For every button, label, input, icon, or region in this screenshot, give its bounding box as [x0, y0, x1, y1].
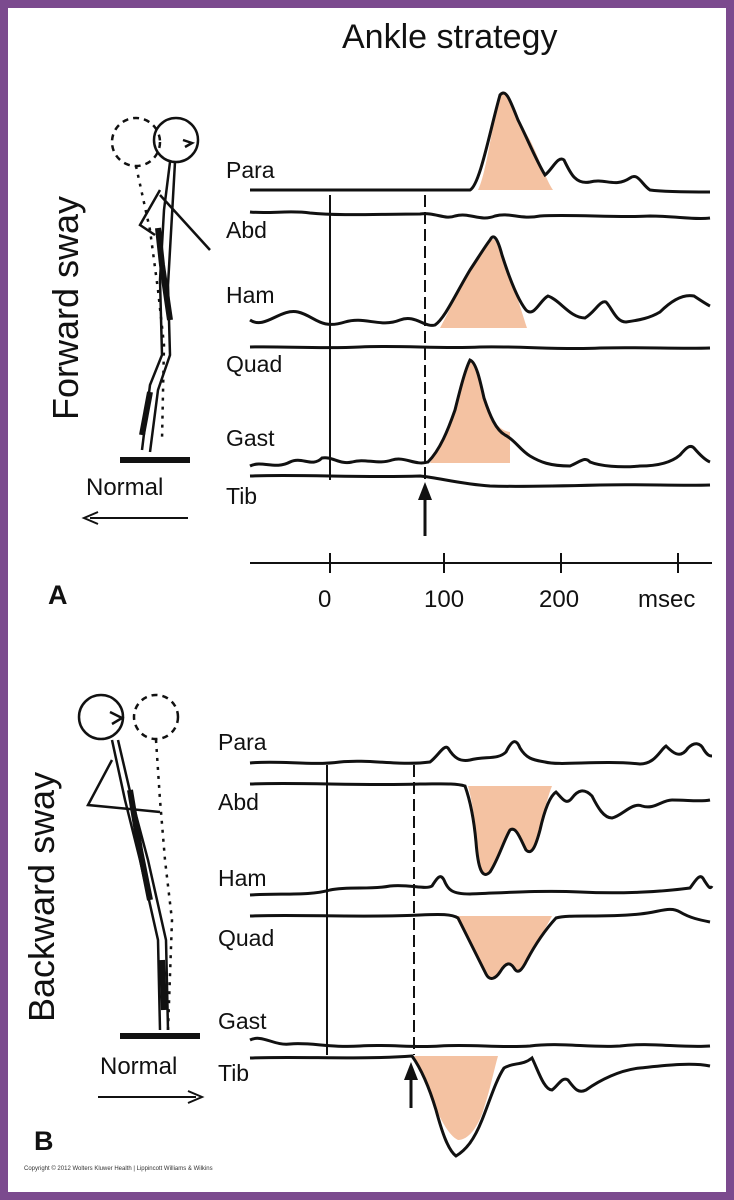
- time-tick-label-200: 200: [539, 586, 580, 613]
- quad-trace-a: [249, 344, 711, 351]
- muscle-label-tib-a: Tib: [226, 483, 258, 509]
- ham-fill-a: [440, 239, 527, 328]
- muscle-label-para-b: Para: [218, 729, 267, 755]
- muscle-label-abd-b: Abd: [218, 789, 259, 815]
- side-label-backward: Backward sway: [21, 771, 62, 1022]
- para-trace-a: [250, 91, 711, 194]
- normal-label-b: Normal: [100, 1053, 178, 1080]
- muscle-label-para-a: Para: [226, 157, 275, 183]
- panel-letter-b: B: [34, 1126, 54, 1156]
- time-tick-label-0: 0: [318, 586, 332, 613]
- tib-fill-b: [414, 1056, 498, 1140]
- abd-trace-b: [249, 781, 711, 876]
- figure-backward-sway: [77, 693, 200, 1039]
- quad-fill-b: [455, 916, 552, 979]
- panel-letter-a: A: [48, 580, 68, 610]
- gast-trace-b: [249, 1036, 711, 1049]
- direction-arrow-head-a: [81, 511, 99, 525]
- time-tick-label-100: 100: [424, 586, 465, 613]
- abd-fill-b: [468, 786, 552, 876]
- panel-a-graphics: [81, 91, 712, 573]
- muscle-label-gast-a: Gast: [226, 425, 275, 451]
- muscle-label-ham-b: Ham: [218, 865, 267, 891]
- gast-trace-a: [249, 358, 711, 469]
- normal-label-a: Normal: [86, 474, 164, 501]
- gast-fill-a: [430, 360, 510, 463]
- side-label-forward: Forward sway: [45, 195, 86, 420]
- response-arrow-head-b: [404, 1062, 418, 1080]
- muscle-label-tib-b: Tib: [218, 1060, 250, 1086]
- muscle-label-abd-a: Abd: [226, 217, 267, 243]
- tib-trace-b: [249, 1054, 711, 1158]
- ham-trace-b: [249, 875, 714, 897]
- muscle-label-quad-a: Quad: [226, 351, 283, 377]
- quad-trace-b: [249, 907, 711, 980]
- tib-trace-a: [249, 473, 711, 488]
- figure-title: Ankle strategy: [342, 18, 558, 56]
- muscle-label-ham-a: Ham: [226, 282, 275, 308]
- panel-b-graphics: [77, 693, 714, 1158]
- para-trace-b: [249, 740, 713, 766]
- response-arrow-head-a: [418, 482, 432, 500]
- direction-arrow-head-b: [187, 1090, 205, 1104]
- figure-forward-sway: [110, 116, 211, 463]
- para-fill-a: [478, 92, 553, 190]
- copyright-notice: Copyright © 2012 Wolters Kluwer Health |…: [24, 1166, 213, 1172]
- ham-trace-a: [249, 235, 711, 327]
- time-unit-label: msec: [638, 586, 696, 613]
- muscle-label-quad-b: Quad: [218, 925, 275, 951]
- muscle-label-gast-b: Gast: [218, 1008, 267, 1034]
- abd-trace-a: [249, 210, 711, 221]
